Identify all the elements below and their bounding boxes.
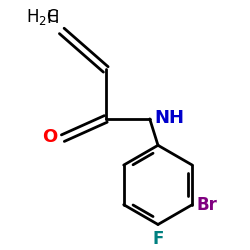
Text: Br: Br	[197, 196, 218, 214]
Text: H$_2$C: H$_2$C	[26, 6, 59, 26]
Text: O: O	[42, 128, 57, 146]
Text: F: F	[152, 230, 164, 248]
Text: H: H	[46, 8, 59, 26]
Text: NH: NH	[154, 109, 184, 127]
